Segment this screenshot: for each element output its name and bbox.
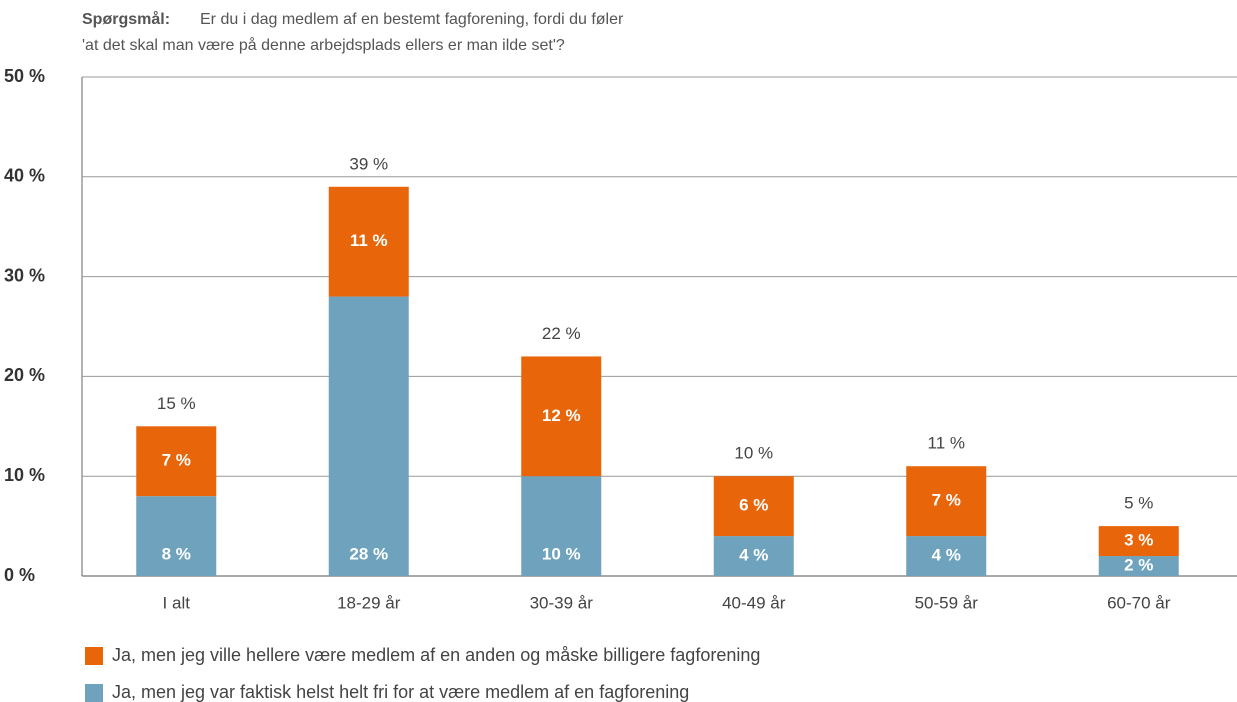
bar-segment: [1098, 526, 1179, 557]
x-tick-label: 40-49 år: [722, 593, 786, 612]
legend-swatch: [85, 684, 103, 702]
data-label: 3 %: [1124, 531, 1153, 550]
y-tick-label: 20 %: [4, 365, 45, 385]
data-label: 6 %: [739, 496, 768, 515]
title-label: Spørgsmål:: [82, 10, 170, 28]
x-tick-label: 30-39 år: [530, 593, 594, 612]
y-tick-label: 50 %: [4, 66, 45, 86]
data-label: 8 %: [162, 544, 191, 563]
data-label: 12 %: [542, 406, 581, 425]
data-label: 7 %: [932, 491, 961, 510]
bar-segment: [713, 536, 794, 576]
data-label: 4 %: [739, 546, 768, 565]
title: 'at det skal man være på denne arbejdspl…: [82, 36, 565, 54]
bar-segment: [521, 476, 602, 576]
total-label: 11 %: [928, 434, 966, 453]
x-tick-label: 60-70 år: [1107, 593, 1171, 612]
x-tick-label: 18-29 år: [337, 593, 401, 612]
bar-segment: [906, 536, 987, 576]
total-label: 5 %: [1124, 494, 1153, 513]
data-label: 4 %: [932, 546, 961, 565]
bar-segment: [136, 496, 217, 576]
data-label: 2 %: [1124, 556, 1153, 575]
y-tick-label: 40 %: [4, 166, 45, 186]
bar-segment: [1098, 556, 1179, 576]
total-label: 39 %: [349, 154, 388, 173]
total-label: 10 %: [734, 444, 773, 463]
legend-swatch: [85, 647, 103, 665]
bar-segment: [906, 466, 987, 537]
total-label: 22 %: [542, 324, 581, 343]
legend-label: Ja, men jeg ville hellere være medlem af…: [112, 645, 760, 665]
y-tick-label: 10 %: [4, 465, 45, 485]
data-label: 11 %: [350, 231, 388, 250]
data-label: 7 %: [162, 451, 191, 470]
bar-segment: [328, 186, 409, 297]
total-label: 15 %: [157, 394, 196, 413]
legend-label: Ja, men jeg var faktisk helst helt fri f…: [112, 682, 689, 702]
bar-segment: [521, 356, 602, 477]
x-tick-label: I alt: [163, 593, 191, 612]
y-tick-label: 0 %: [4, 565, 35, 585]
data-label: 10 %: [542, 544, 581, 563]
bar-segment: [713, 476, 794, 537]
data-label: 28 %: [349, 544, 388, 563]
title: Er du i dag medlem af en bestemt fagfore…: [200, 11, 624, 28]
x-tick-label: 50-59 år: [915, 593, 979, 612]
y-tick-label: 30 %: [4, 265, 45, 285]
bar-segment: [328, 296, 409, 576]
bar-segment: [136, 426, 217, 497]
